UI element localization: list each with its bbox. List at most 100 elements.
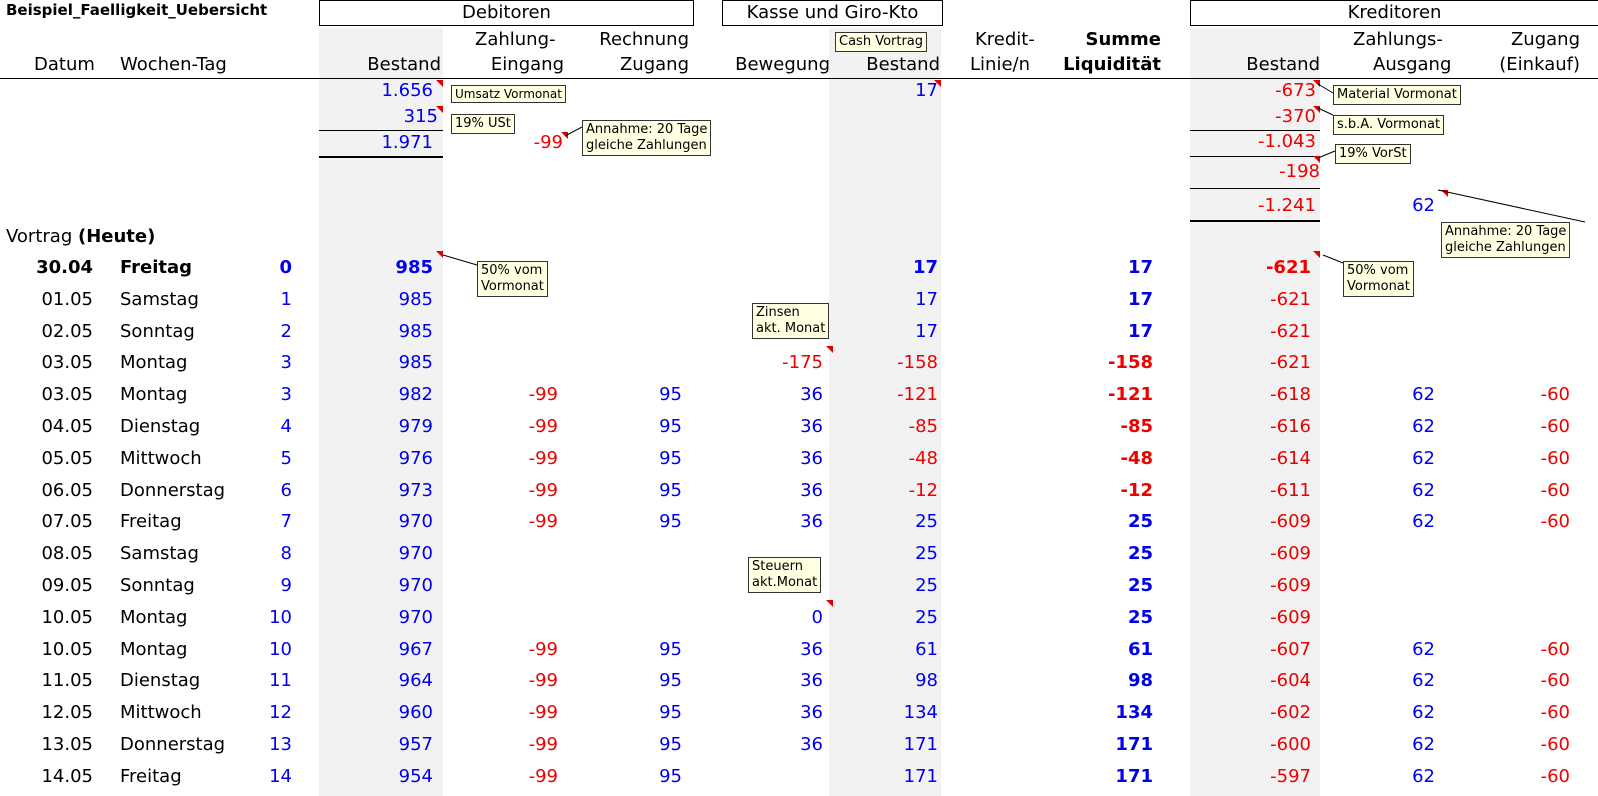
cell-datum: 08.05 xyxy=(41,543,93,565)
cell-wochentag: Sonntag xyxy=(120,575,195,596)
cell-zahlungs-ausgang: 62 xyxy=(1412,638,1435,660)
cell-kred-bestand: -611 xyxy=(1270,479,1311,501)
cell-kred-bestand: -602 xyxy=(1270,702,1311,724)
cell-deb-bestand: 982 xyxy=(398,384,433,406)
cell-summe-liquiditaet: -85 xyxy=(1120,416,1153,437)
comment-indicator xyxy=(1313,80,1320,87)
cell-datum: 13.05 xyxy=(41,734,93,755)
cell-deb-bestand: 970 xyxy=(398,511,433,533)
header-bewegung: Bewegung xyxy=(735,54,830,75)
cell-zahlung-eingang: -99 xyxy=(528,447,558,469)
cell-zahlung-eingang: -99 xyxy=(528,384,558,406)
cell-tag-nummer: 10 xyxy=(269,638,292,660)
cell-bewegung: 36 xyxy=(800,511,823,533)
cell-kred-bestand: -616 xyxy=(1270,416,1311,437)
cell-bewegung: 36 xyxy=(800,638,823,660)
cell-zahlungs-ausgang: 62 xyxy=(1412,734,1435,755)
cell-wochentag: Montag xyxy=(120,638,188,660)
cell-kred-bestand: -621 xyxy=(1270,320,1311,342)
cell-zahlungs-ausgang: 62 xyxy=(1412,702,1435,724)
comment-indicator xyxy=(436,251,443,258)
cell-wochentag: Freitag xyxy=(120,511,182,533)
precalc-kred-double xyxy=(1190,220,1320,222)
cell-bewegung: 36 xyxy=(800,670,823,692)
note-umsatz-vormonat: Umsatz Vormonat xyxy=(451,85,566,103)
precalc-zahlung: -99 xyxy=(533,132,563,153)
cell-rechnung-zugang: 95 xyxy=(659,511,682,533)
note-annahme-debitoren: Annahme: 20 Tage gleiche Zahlungen xyxy=(582,120,712,156)
cell-deb-bestand: 985 xyxy=(398,352,433,374)
cell-datum: 06.05 xyxy=(41,479,93,501)
precalc-kasse: 17 xyxy=(915,80,938,101)
note-kred-50-vormonat: 50% vom Vormonat xyxy=(1343,261,1414,297)
cell-kasse-bestand: 25 xyxy=(915,543,938,565)
cell-datum: 03.05 xyxy=(41,384,93,406)
precalc-kred-material: -673 xyxy=(1275,80,1316,101)
group-header-debitoren: Debitoren xyxy=(319,0,694,26)
cell-tag-nummer: 13 xyxy=(269,734,292,755)
cell-wochentag: Sonntag xyxy=(120,320,195,342)
cell-tag-nummer: 3 xyxy=(280,384,292,406)
cell-zugang-einkauf: -60 xyxy=(1540,765,1570,787)
cell-kred-bestand: -604 xyxy=(1270,670,1311,692)
cell-wochentag: Montag xyxy=(120,606,188,628)
comment-indicator xyxy=(436,106,443,113)
cell-tag-nummer: 5 xyxy=(280,447,292,469)
cell-kasse-bestand: -48 xyxy=(908,447,938,469)
cell-kred-bestand: -609 xyxy=(1270,543,1311,565)
cell-deb-bestand: 970 xyxy=(398,606,433,628)
cell-kred-bestand: -597 xyxy=(1270,765,1311,787)
header-kredit-2: Linie/n xyxy=(970,54,1030,75)
precalc-kred-total: -1.241 xyxy=(1257,195,1316,216)
cell-datum: 09.05 xyxy=(41,575,93,596)
cell-rechnung-zugang: 95 xyxy=(659,416,682,437)
cell-zahlung-eingang: -99 xyxy=(528,670,558,692)
cell-summe-liquiditaet: 17 xyxy=(1127,288,1153,310)
vortrag-heute: (Heute) xyxy=(77,226,156,247)
header-divider xyxy=(0,78,1598,79)
cell-zahlungs-ausgang: 62 xyxy=(1412,384,1435,406)
cell-zahlungs-ausgang: 62 xyxy=(1412,479,1435,501)
cell-datum: 02.05 xyxy=(41,320,93,342)
cell-zahlung-eingang: -99 xyxy=(528,638,558,660)
cell-zahlungs-ausgang: 62 xyxy=(1412,447,1435,469)
group-header-kasse: Kasse und Giro-Kto xyxy=(722,0,943,26)
header-datum: Datum xyxy=(34,54,95,75)
precalc-deb-umsatz: 1.656 xyxy=(381,80,433,101)
cell-wochentag: Samstag xyxy=(120,288,199,310)
cell-wochentag: Montag xyxy=(120,384,188,406)
cell-bewegung: 36 xyxy=(800,416,823,437)
group-header-kreditoren: Kreditoren xyxy=(1190,0,1598,26)
cell-rechnung-zugang: 95 xyxy=(659,638,682,660)
cell-summe-liquiditaet: -48 xyxy=(1120,447,1153,469)
cell-datum: 10.05 xyxy=(41,638,93,660)
cell-tag-nummer: 11 xyxy=(269,670,292,692)
cell-summe-liquiditaet: 171 xyxy=(1115,734,1153,755)
cell-kasse-bestand: 171 xyxy=(903,765,938,787)
cell-zugang-einkauf: -60 xyxy=(1540,734,1570,755)
cell-rechnung-zugang: 95 xyxy=(659,734,682,755)
cell-summe-liquiditaet: -158 xyxy=(1107,352,1153,374)
cell-datum: 14.05 xyxy=(41,765,93,787)
header-zahlung-1: Zahlung- xyxy=(475,29,556,50)
precalc-kred-line-2 xyxy=(1190,156,1320,157)
cell-tag-nummer: 1 xyxy=(280,288,292,310)
precalc-deb-line xyxy=(319,130,443,131)
cell-kred-bestand: -607 xyxy=(1270,638,1311,660)
precalc-kred-line-3 xyxy=(1190,188,1320,189)
cell-kasse-bestand: -12 xyxy=(908,479,938,501)
cell-summe-liquiditaet: -121 xyxy=(1107,384,1153,406)
cell-zahlungs-ausgang: 62 xyxy=(1412,511,1435,533)
cell-kasse-bestand: -85 xyxy=(908,416,938,437)
cell-bewegung: -175 xyxy=(782,352,823,374)
cell-tag-nummer: 7 xyxy=(280,511,292,533)
sheet-title: Beispiel_Faelligkeit_Uebersicht xyxy=(6,1,268,19)
cell-wochentag: Dienstag xyxy=(120,416,201,437)
cell-deb-bestand: 957 xyxy=(398,734,433,755)
cell-zahlung-eingang: -99 xyxy=(528,765,558,787)
comment-indicator xyxy=(1313,251,1320,258)
cell-tag-nummer: 8 xyxy=(280,543,292,565)
cell-zugang-einkauf: -60 xyxy=(1540,384,1570,406)
precalc-kred-line-1 xyxy=(1190,130,1320,131)
